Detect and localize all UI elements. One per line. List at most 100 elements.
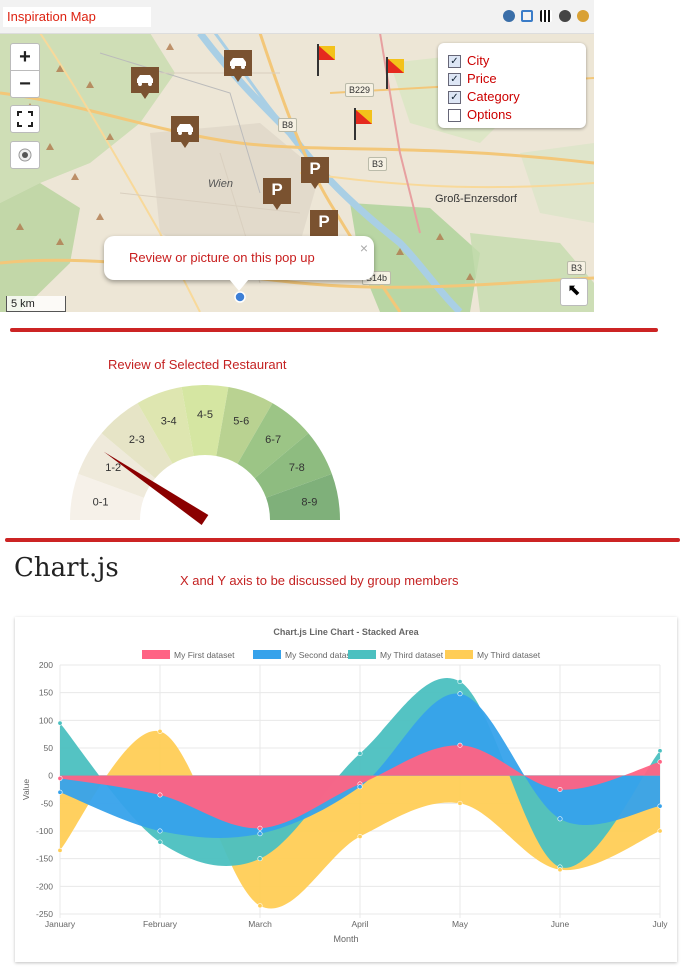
parking-marker-shape (301, 157, 329, 189)
gauge-segment (181, 385, 229, 456)
gauge-segment (266, 473, 340, 520)
data-point (57, 775, 63, 781)
road-label: B3 (567, 261, 587, 275)
road-label: B229 (345, 83, 375, 97)
x-tick-label: June (551, 919, 570, 929)
x-tick-label: May (452, 919, 469, 929)
layer-options[interactable]: Options (448, 107, 512, 125)
flag-marker[interactable] (353, 108, 375, 140)
expand-icon[interactable] (521, 10, 533, 22)
parking-marker[interactable]: P (310, 210, 338, 242)
chart-card: Chart.js Line Chart - Stacked Area My Fir… (15, 617, 677, 962)
gauge-segment (216, 387, 273, 464)
x-tick-label: March (248, 919, 272, 929)
zoom-in-button[interactable]: + (10, 43, 40, 71)
y-tick-label: -100 (36, 826, 53, 836)
data-point (557, 787, 563, 793)
chartjs-note: X and Y axis to be discussed by group me… (180, 573, 459, 588)
layer-category[interactable]: ✓ Category (448, 89, 520, 107)
layer-city[interactable]: ✓ City (448, 53, 489, 71)
data-point (657, 748, 663, 754)
stacked-area-chart[interactable]: Chart.js Line Chart - Stacked Area My Fir… (15, 617, 677, 962)
car-marker[interactable] (171, 116, 199, 148)
qr-code-icon[interactable] (540, 10, 552, 22)
y-tick-label: 100 (39, 715, 53, 725)
gauge-segment-label: 5-6 (233, 415, 249, 427)
checkbox-price[interactable]: ✓ (448, 73, 461, 87)
parking-marker-label: P (318, 212, 330, 231)
place-label-gross-enzersdorf: Groß-Enzersdorf (435, 193, 517, 205)
gauge-title: Review of Selected Restaurant (108, 357, 287, 372)
fullscreen-icon (17, 111, 33, 127)
gauge-segment-label: 3-4 (161, 415, 177, 427)
gauge-segment-label: 2-3 (129, 434, 145, 446)
data-point (57, 720, 63, 726)
data-point (657, 828, 663, 834)
data-point (257, 856, 263, 862)
checkbox-city[interactable]: ✓ (448, 55, 461, 69)
popup-tip (229, 279, 249, 291)
y-tick-label: -250 (36, 909, 53, 919)
layer-label-city: City (467, 53, 490, 68)
popup-text: Review or picture on this pop up (129, 250, 315, 265)
legend-label: My Second dataset (285, 650, 358, 660)
locate-icon (18, 148, 32, 162)
x-tick-label: July (652, 919, 668, 929)
car-marker[interactable] (224, 50, 252, 82)
review-gauge: 0-1 1-2 2-3 3-4 4-5 5-6 6-7 7-8 8-9 (70, 385, 340, 525)
data-point (457, 800, 463, 806)
parking-marker-shape (310, 210, 338, 242)
compass-icon[interactable] (577, 10, 589, 22)
popup-close-button[interactable]: × (359, 240, 368, 256)
data-point (157, 839, 163, 845)
flag-marker[interactable] (385, 57, 407, 89)
gauge-segment-label: 6-7 (265, 434, 281, 446)
road-label: B3 (368, 157, 388, 171)
data-point (457, 691, 463, 697)
flag-marker[interactable] (316, 44, 338, 76)
legend-swatch (142, 650, 170, 659)
parking-marker-label: P (271, 180, 283, 199)
data-point (257, 825, 263, 831)
legend-swatch (348, 650, 376, 659)
gauge-segment (237, 403, 309, 479)
locate-button[interactable] (10, 141, 40, 169)
layer-price[interactable]: ✓ Price (448, 71, 497, 89)
road-label: B8 (278, 118, 298, 132)
car-marker[interactable] (131, 67, 159, 99)
collapse-button[interactable]: ⬉ (560, 278, 588, 306)
checkbox-category[interactable]: ✓ (448, 91, 461, 105)
data-point (357, 834, 363, 840)
data-point (457, 742, 463, 748)
globe-icon[interactable] (503, 10, 515, 22)
target-icon[interactable] (559, 10, 571, 22)
y-tick-label: 0 (48, 771, 53, 781)
parking-marker-shape (263, 178, 291, 210)
data-point (157, 828, 163, 834)
gauge-segment (70, 473, 144, 520)
data-point (357, 784, 363, 790)
data-point (57, 789, 63, 795)
inspiration-map[interactable]: Inspiration Map + − P P P B229 B8 B3 B3 … (0, 0, 594, 312)
legend-swatch (253, 650, 281, 659)
parking-marker[interactable]: P (301, 157, 329, 189)
data-point (157, 792, 163, 798)
gauge-segment-label: 1-2 (105, 462, 121, 474)
gauge-segment-label: 7-8 (289, 462, 305, 474)
y-axis-label: Value (21, 779, 31, 800)
gauge-segment-label: 8-9 (301, 497, 317, 509)
checkbox-options[interactable] (448, 109, 461, 123)
gauge-needle (103, 451, 209, 525)
data-point (457, 679, 463, 685)
data-point (157, 728, 163, 734)
zoom-out-button[interactable]: − (10, 70, 40, 98)
gauge-segment-label: 4-5 (197, 409, 213, 421)
fullscreen-button[interactable] (10, 105, 40, 133)
data-point (57, 847, 63, 853)
legend-swatch (445, 650, 473, 659)
gauge-segment (254, 433, 332, 498)
data-point (357, 751, 363, 757)
layers-panel: ✓ City ✓ Price ✓ Category Options (438, 43, 586, 128)
parking-marker[interactable]: P (263, 178, 291, 210)
legend-label: My Third dataset (380, 650, 444, 660)
